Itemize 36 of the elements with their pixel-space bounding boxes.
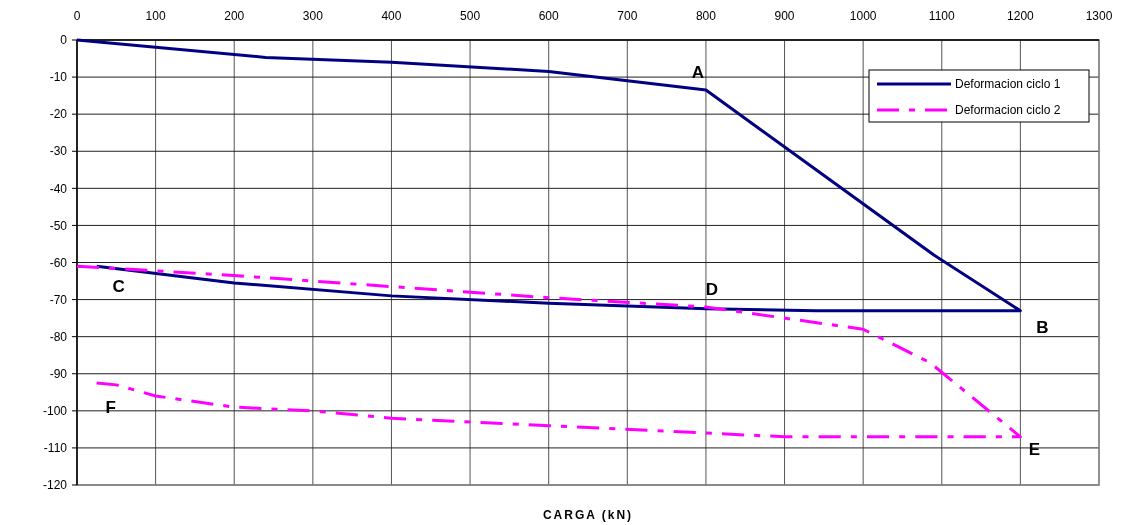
- y-tick-label: 0: [60, 33, 68, 48]
- x-axis-title: CARGA (kN): [542, 508, 634, 522]
- x-tick-label: 1100: [928, 9, 955, 23]
- x-tick-label: 1200: [1007, 9, 1035, 23]
- y-tick-label: -70: [49, 292, 68, 307]
- annotation: A: [691, 63, 705, 83]
- x-tick-label: 100: [145, 9, 166, 23]
- y-tick-label: -100: [42, 404, 68, 419]
- x-tick-label: 800: [695, 9, 717, 23]
- annotation: B: [1036, 317, 1049, 337]
- x-tick-label: 1300: [1085, 9, 1113, 23]
- x-tick-label: 300: [302, 9, 324, 23]
- x-tick-label: 400: [381, 9, 402, 23]
- line-series: [75, 264, 1022, 439]
- x-tick-label: 600: [538, 9, 560, 23]
- line-series: [75, 38, 1022, 313]
- x-tick-label: 1000: [849, 9, 877, 23]
- annotation: C: [112, 277, 125, 297]
- y-tick-label: -30: [49, 144, 68, 159]
- y-tick-label: -10: [49, 70, 68, 85]
- x-tick-label: 700: [617, 9, 638, 23]
- legend: Deformacion ciclo 1 Deformacion ciclo 2: [868, 69, 1090, 123]
- y-tick-label: -50: [49, 218, 68, 233]
- x-tick-label: 900: [774, 9, 795, 23]
- annotation: E: [1028, 439, 1041, 459]
- x-tick-label: 500: [460, 9, 481, 23]
- y-tick-label: -20: [49, 107, 68, 122]
- annotation: D: [705, 279, 719, 299]
- x-tick-label: 200: [224, 9, 245, 23]
- y-tick-label: -110: [43, 441, 68, 456]
- y-tick-label: -90: [49, 366, 68, 381]
- y-tick-label: -80: [49, 329, 68, 344]
- y-tick-label: -60: [49, 255, 68, 270]
- y-tick-label: -40: [49, 181, 68, 196]
- x-tick-label: 0: [73, 9, 81, 23]
- y-tick-label: -120: [42, 478, 68, 493]
